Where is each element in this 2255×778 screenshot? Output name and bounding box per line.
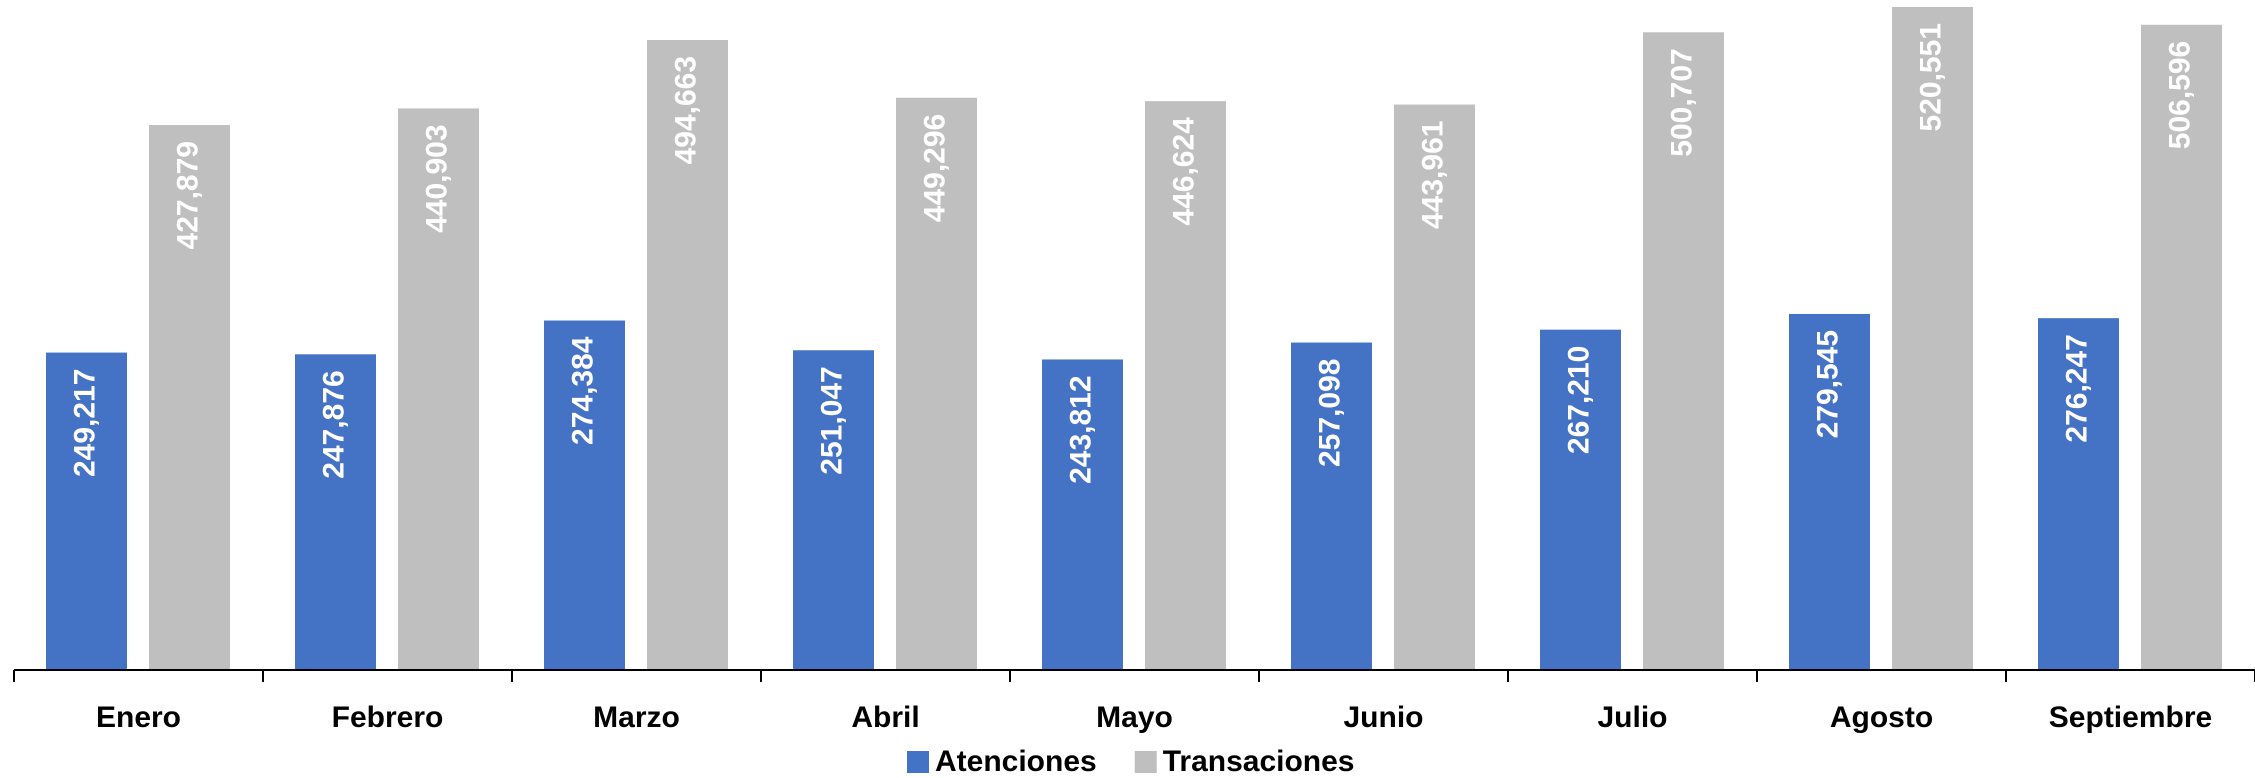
x-tick-label: Enero — [96, 701, 181, 734]
bar — [544, 320, 625, 670]
x-tick-label: Junio — [1344, 701, 1424, 734]
value-label: 257,098 — [1313, 359, 1346, 467]
value-label: 251,047 — [815, 366, 848, 474]
legend-label: Transaciones — [1163, 745, 1355, 778]
value-label: 449,296 — [918, 114, 951, 222]
bar — [295, 354, 376, 670]
bar — [398, 108, 479, 670]
bar — [793, 350, 874, 670]
x-tick-label: Febrero — [332, 701, 444, 734]
value-label: 427,879 — [171, 141, 204, 249]
x-tick-label: Septiembre — [2049, 701, 2212, 734]
value-label: 279,545 — [1811, 330, 1844, 438]
x-tick-label: Agosto — [1830, 701, 1933, 734]
value-label: 500,707 — [1665, 48, 1698, 156]
x-tick-label: Abril — [851, 701, 919, 734]
bar — [1394, 104, 1475, 670]
bar — [1145, 101, 1226, 670]
bar — [1042, 359, 1123, 670]
legend-swatch — [907, 751, 929, 773]
bar — [647, 39, 728, 670]
value-label: 506,596 — [2163, 41, 2196, 149]
value-label: 440,903 — [420, 124, 453, 232]
value-label: 247,876 — [317, 370, 350, 478]
value-label: 520,551 — [1914, 23, 1947, 131]
legend-swatch — [1134, 751, 1157, 773]
legend-label: Atenciones — [935, 745, 1097, 778]
bar — [46, 352, 127, 670]
value-label: 446,624 — [1167, 117, 1200, 226]
bar — [1892, 7, 1973, 670]
value-label: 243,812 — [1064, 375, 1097, 483]
x-tick-label: Marzo — [593, 701, 680, 734]
bar — [2038, 318, 2119, 670]
value-label: 494,663 — [669, 56, 702, 164]
bar — [1643, 32, 1724, 671]
value-label: 276,247 — [2060, 334, 2093, 442]
bar — [1789, 313, 1870, 670]
value-label: 267,210 — [1562, 346, 1595, 454]
value-label: 249,217 — [68, 369, 101, 477]
x-tick-label: Julio — [1597, 701, 1667, 734]
value-label: 443,961 — [1416, 121, 1449, 229]
bar — [1540, 329, 1621, 670]
bar — [149, 125, 230, 670]
value-label: 274,384 — [566, 336, 599, 445]
bar — [896, 97, 977, 670]
bar — [2141, 24, 2222, 670]
x-tick-label: Mayo — [1096, 701, 1173, 734]
bar — [1291, 342, 1372, 670]
